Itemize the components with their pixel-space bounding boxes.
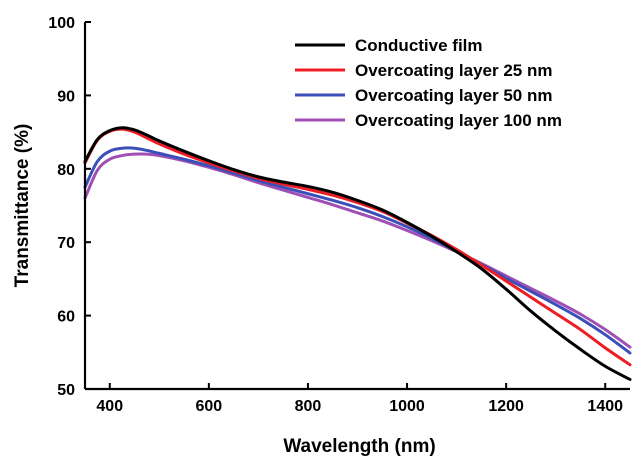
x-tick-label: 1000 xyxy=(389,398,425,415)
x-tick-label: 1400 xyxy=(587,398,623,415)
legend-item-overcoating-layer-50-nm: Overcoating layer 50 nm xyxy=(295,86,552,105)
x-tick-label: 400 xyxy=(96,398,123,415)
plot-lines-group xyxy=(83,126,632,381)
legend-label: Overcoating layer 100 nm xyxy=(355,111,562,130)
y-tick-label: 80 xyxy=(57,162,75,179)
series-line-overcoating-layer-50-nm xyxy=(83,146,632,355)
y-axis-label: Transmittance (%) xyxy=(12,124,33,288)
x-tick-label: 1200 xyxy=(488,398,524,415)
y-tick-label: 100 xyxy=(48,15,75,32)
axes-group xyxy=(83,22,630,391)
y-tick-label: 50 xyxy=(57,382,75,399)
legend-label: Conductive film xyxy=(355,36,483,55)
x-axis-ticks: 400 600 800 1000 1200 1400 xyxy=(96,383,623,415)
legend-label: Overcoating layer 25 nm xyxy=(355,61,552,80)
series-line-overcoating-layer-100-nm xyxy=(83,152,632,349)
series-line-overcoating-layer-25-nm xyxy=(83,127,632,367)
legend-item-overcoating-layer-100-nm: Overcoating layer 100 nm xyxy=(295,111,562,130)
x-tick-label: 800 xyxy=(295,398,322,415)
legend: Conductive film Overcoating layer 25 nm Ov… xyxy=(295,36,562,130)
x-axis-label: Wavelength (nm) xyxy=(283,436,435,457)
legend-item-overcoating-layer-25-nm: Overcoating layer 25 nm xyxy=(295,61,552,80)
y-tick-label: 90 xyxy=(57,88,75,105)
legend-item-conductive-film: Conductive film xyxy=(295,36,483,55)
legend-label: Overcoating layer 50 nm xyxy=(355,86,552,105)
x-tick-label: 600 xyxy=(196,398,223,415)
y-axis-ticks: 50 60 70 80 90 100 xyxy=(48,15,91,399)
y-tick-label: 70 xyxy=(57,235,75,252)
series-line-conductive-film xyxy=(83,126,632,381)
y-tick-label: 60 xyxy=(57,309,75,326)
